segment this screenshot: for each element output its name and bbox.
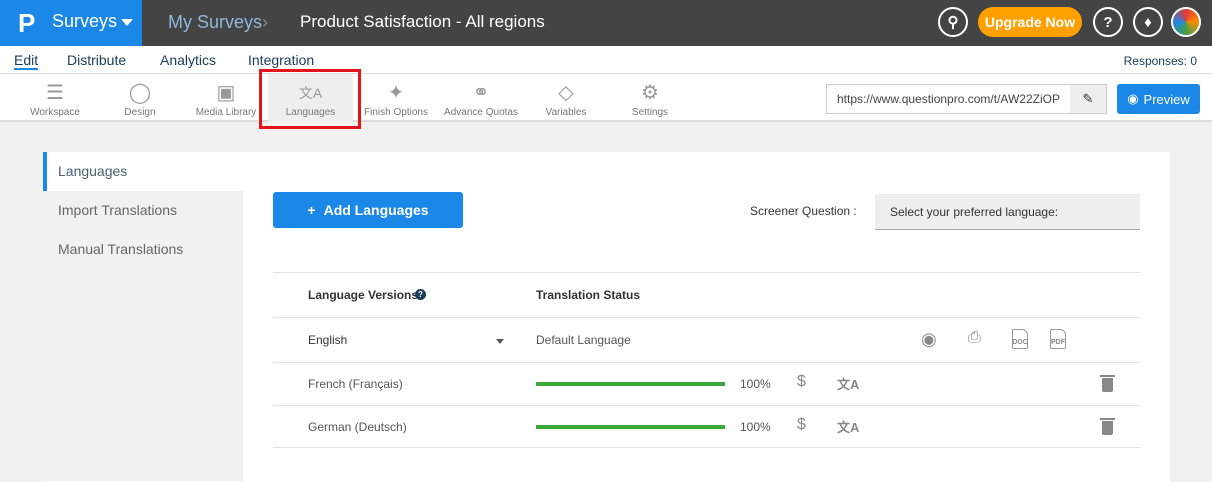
preview-label: Preview [1143, 91, 1190, 107]
tab-analytics[interactable]: Analytics [160, 52, 217, 68]
sidebar-item-import-translations[interactable]: Import Translations [58, 202, 178, 218]
header-translation-status: Translation Status [536, 288, 641, 302]
translate-icon[interactable]: 文A [837, 420, 860, 435]
sidebar-item-manual-translations[interactable]: Manual Translations [58, 241, 184, 257]
tag-icon: ◇ [558, 82, 574, 104]
tab-distribute[interactable]: Distribute [67, 52, 127, 68]
tool-workspace[interactable]: ☰ Workspace [22, 74, 88, 122]
eye-icon[interactable]: ◉ [921, 329, 937, 349]
language-name: French (Français) [308, 377, 403, 391]
sidebar [43, 191, 243, 481]
product-name: Surveys [52, 11, 118, 31]
translate-icon: 文A [298, 85, 323, 101]
avatar[interactable] [1171, 7, 1201, 37]
progress-bar [536, 425, 725, 429]
list-pen-icon: ☰ [46, 82, 64, 104]
tool-advance-quotas[interactable]: ⚭ Advance Quotas [440, 74, 522, 122]
tool-media-library[interactable]: ▣ Media Library [190, 74, 262, 122]
language-select[interactable]: English [308, 333, 348, 347]
table-row: French (Français) 100% $ 文A [273, 362, 1140, 405]
gear-icon: ⚙ [641, 82, 659, 104]
trash-icon[interactable] [1100, 375, 1115, 392]
breadcrumb-separator-icon: › [262, 12, 268, 32]
progress-value: 100% [740, 420, 771, 434]
add-languages-button[interactable]: + Add Languages [273, 192, 463, 228]
tool-finish-options[interactable]: ✦ Finish Options [360, 74, 432, 122]
tool-label: Settings [631, 107, 669, 118]
plus-icon: + [307, 202, 316, 218]
help-icon[interactable]: ? [1093, 7, 1123, 37]
tab-integration[interactable]: Integration [248, 52, 315, 68]
bell-icon[interactable]: ♦ [1133, 7, 1163, 37]
translate-icon[interactable]: 文A [837, 377, 860, 392]
preview-button[interactable]: ◉ Preview [1117, 84, 1200, 114]
table-row: German (Deutsch) 100% $ 文A [273, 405, 1140, 448]
questionpro-logo: P [18, 8, 36, 38]
header-language-versions: Language Versions [308, 288, 419, 302]
eye-icon: ◉ [1127, 91, 1139, 106]
highlight-box [259, 69, 361, 129]
print-icon[interactable]: ⎙ [968, 329, 981, 346]
dollar-icon[interactable]: $ [797, 373, 806, 390]
sidebar-item-languages[interactable]: Languages [58, 163, 128, 179]
table-row: English Default Language ◉ ⎙ DOC PDF [273, 317, 1140, 362]
survey-title: Product Satisfaction - All regions [300, 12, 545, 31]
caret-down-icon[interactable] [496, 339, 504, 344]
tool-design[interactable]: ◯ Design [110, 74, 170, 122]
tool-label: Design [124, 107, 156, 118]
tool-label: Workspace [30, 107, 80, 118]
tool-label: Variables [545, 107, 587, 118]
tool-languages[interactable]: 文A Languages [268, 74, 353, 122]
breadcrumb-my-surveys[interactable]: My Surveys [168, 12, 263, 32]
main-nav: Edit Distribute Analytics Integration Re… [0, 46, 1212, 74]
palette-icon: ◯ [128, 82, 152, 104]
default-language-label: Default Language [536, 333, 631, 347]
chain-icon: ⚭ [472, 82, 490, 104]
upgrade-button[interactable]: Upgrade Now [978, 7, 1082, 37]
product-switcher[interactable]: P Surveys [0, 0, 142, 46]
image-icon: ▣ [216, 82, 236, 104]
tool-variables[interactable]: ◇ Variables [535, 74, 597, 122]
table-header: Language Versions ? Translation Status [273, 272, 1140, 317]
progress-value: 100% [740, 377, 771, 391]
progress-bar [536, 382, 725, 386]
tool-label: Advance Quotas [444, 107, 518, 118]
tool-label: Finish Options [364, 107, 428, 118]
doc-icon[interactable]: DOC [1012, 329, 1028, 349]
trash-icon[interactable] [1100, 418, 1115, 435]
tab-edit[interactable]: Edit [14, 52, 39, 70]
tool-label: Languages [285, 107, 336, 118]
pdf-icon[interactable]: PDF [1050, 329, 1066, 349]
pencil-icon[interactable]: ✎ [1070, 85, 1106, 113]
magic-wand-icon: ✦ [387, 82, 405, 104]
survey-url-field[interactable]: https://www.questionpro.com/t/AW22ZiOP [826, 84, 1107, 114]
search-icon[interactable]: ⚲ [938, 7, 968, 37]
language-name: German (Deutsch) [308, 420, 407, 434]
tool-label: Media Library [195, 107, 257, 118]
screener-question-select[interactable]: Select your preferred language: [875, 194, 1140, 230]
tool-settings[interactable]: ⚙ Settings [620, 74, 680, 122]
add-languages-label: Add Languages [323, 202, 429, 218]
sidebar-active-indicator [43, 152, 243, 191]
dollar-icon[interactable]: $ [797, 416, 806, 433]
responses-count: Responses: 0 [1123, 54, 1197, 68]
help-icon[interactable]: ? [415, 289, 426, 300]
caret-down-icon [121, 19, 133, 26]
screener-question-label: Screener Question : [750, 204, 857, 218]
